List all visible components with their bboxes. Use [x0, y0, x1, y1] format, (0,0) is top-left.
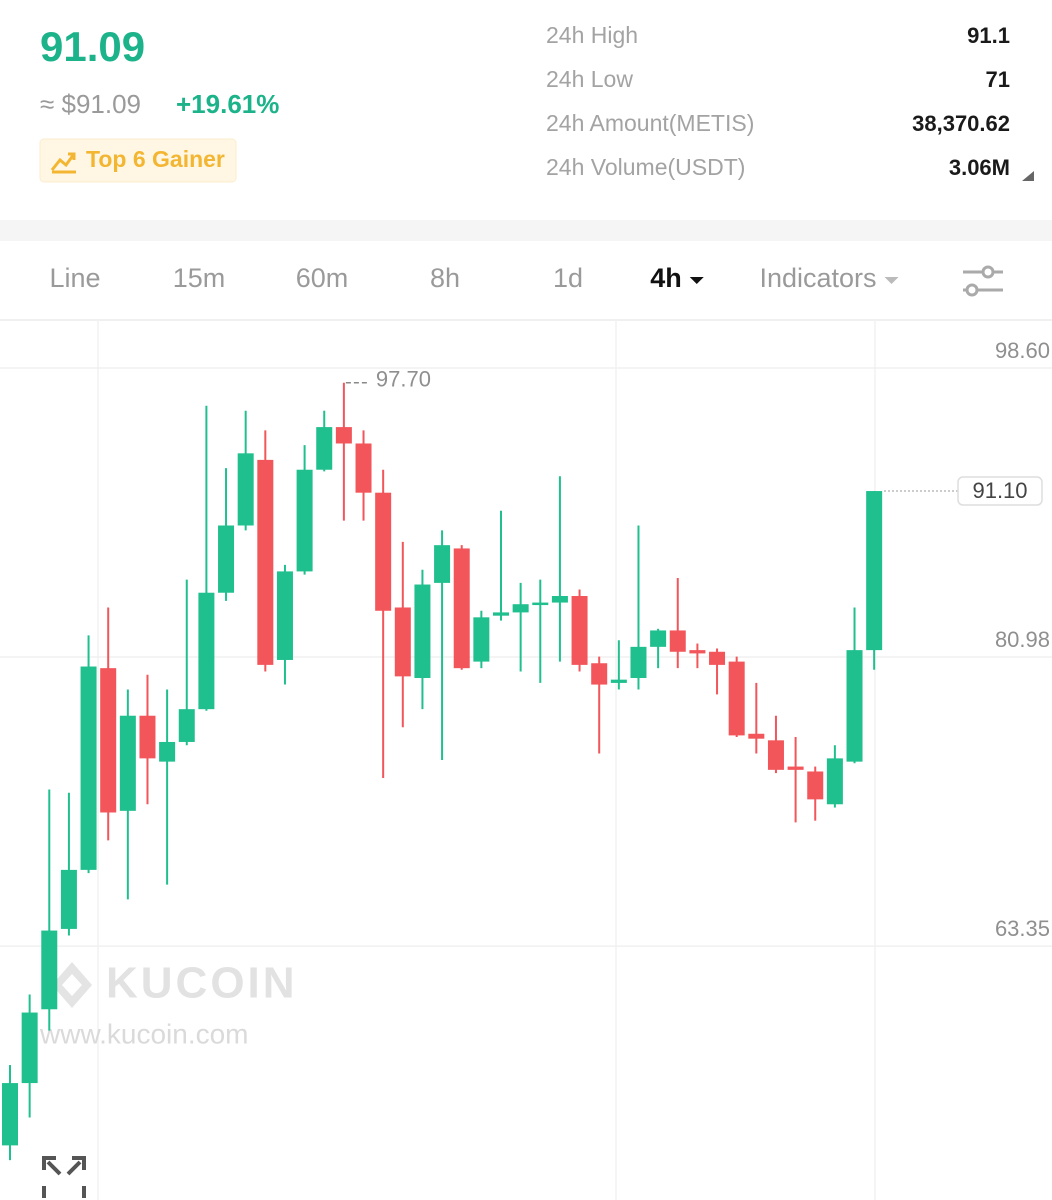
- candle-body: [335, 427, 352, 444]
- candle-body: [591, 663, 608, 685]
- tab[interactable]: 1d: [553, 263, 583, 293]
- fullscreen-icon[interactable]: [42, 1156, 86, 1198]
- gainer-badge: [39, 138, 237, 183]
- price-change: +19.61%: [176, 89, 279, 119]
- candle-body: [41, 930, 58, 1010]
- candle-body: [493, 612, 509, 616]
- gainer-icon: [50, 152, 76, 174]
- candle-body: [551, 596, 568, 603]
- tab[interactable]: Line: [49, 263, 100, 293]
- candle-body: [316, 427, 333, 470]
- tab-dropdown-icon: [884, 277, 899, 284]
- last-price-label: 91.10: [972, 478, 1027, 503]
- gainer-text: Top 6 Gainer: [86, 146, 225, 172]
- candle-body: [178, 709, 195, 742]
- candle-body: [473, 617, 490, 662]
- tab-bar: Line 15m 60m 8h 1d 4h Indicators: [49, 263, 899, 293]
- candle-body: [728, 661, 745, 736]
- candle-body: [689, 650, 706, 654]
- candle-body: [807, 771, 824, 800]
- candle-body: [571, 596, 588, 665]
- candles: [2, 382, 883, 1161]
- candle-body: [2, 1083, 18, 1146]
- tab[interactable]: 60m: [296, 263, 349, 293]
- candle-body: [787, 766, 804, 770]
- candle-body: [610, 679, 627, 683]
- candle-body: [218, 525, 235, 593]
- candle-body: [355, 443, 372, 493]
- chart-overlay: 97.70 91.10: [345, 367, 1043, 506]
- watermark-logo: [52, 962, 92, 1008]
- tab[interactable]: 4h: [650, 263, 682, 293]
- candle-body: [100, 668, 117, 813]
- watermark-brand: KUCOIN: [106, 959, 298, 1008]
- watermark-url: www.kucoin.com: [39, 1018, 249, 1049]
- price-grid: 98.60 80.98 63.35: [0, 338, 1052, 947]
- high-marker-label: 97.70: [376, 367, 431, 392]
- candle-body: [296, 469, 313, 572]
- candle-body: [60, 869, 77, 929]
- stat-value: 38,370.62: [912, 111, 1010, 136]
- stat-label: 24h Amount(METIS): [546, 110, 754, 136]
- candle-body: [650, 630, 667, 647]
- candle-body: [237, 453, 254, 526]
- settings-icon[interactable]: [963, 265, 1003, 297]
- candle-body: [375, 492, 392, 611]
- candle-body: [414, 584, 431, 679]
- y-tick-label: 63.35: [995, 916, 1050, 941]
- candle-body: [198, 592, 215, 710]
- candle-body: [453, 548, 470, 669]
- stat-value: 71: [986, 67, 1010, 92]
- tab[interactable]: 8h: [430, 263, 460, 293]
- candle-body: [159, 741, 176, 762]
- candle-body: [767, 740, 784, 770]
- stat-value: 3.06M: [949, 155, 1010, 180]
- stat-label: 24h High: [546, 22, 638, 48]
- candle-body: [80, 666, 97, 870]
- watermark: KUCOIN www.kucoin.com: [39, 959, 298, 1050]
- candle-body: [139, 715, 156, 759]
- candle-body: [532, 602, 549, 606]
- last-price: 91.09: [40, 23, 145, 70]
- candle-body: [846, 650, 863, 762]
- separator: [0, 220, 1052, 241]
- stat-label: 24h Volume(USDT): [546, 154, 745, 180]
- candle-body: [630, 646, 647, 679]
- tab[interactable]: Indicators: [759, 263, 876, 293]
- candle-body: [21, 1012, 38, 1084]
- time-grid: [97, 320, 876, 1200]
- tab-dropdown-icon: [689, 277, 704, 284]
- stat-value: 91.1: [967, 23, 1010, 48]
- candle-body: [669, 630, 686, 652]
- y-tick-label: 98.60: [995, 338, 1050, 363]
- candle-body: [866, 491, 883, 651]
- tab[interactable]: 15m: [173, 263, 226, 293]
- stat-dropdown-icon: [1022, 171, 1034, 181]
- stats: 24h High 91.1 24h Low 71 24h Amount(METIS) 38…: [546, 22, 1010, 180]
- last-price-box: [957, 476, 1043, 506]
- candle-body: [512, 604, 529, 613]
- y-tick-label: 80.98: [995, 627, 1050, 652]
- candle-body: [748, 733, 765, 739]
- candle-body: [434, 545, 451, 583]
- candle-body: [709, 651, 726, 665]
- candle-body: [257, 459, 274, 665]
- candle-body: [276, 571, 293, 660]
- stat-label: 24h Low: [546, 66, 633, 92]
- fiat-price: ≈ $91.09: [40, 89, 141, 119]
- candle-body: [394, 607, 411, 677]
- candle-body: [826, 758, 843, 805]
- candle-body: [119, 715, 136, 811]
